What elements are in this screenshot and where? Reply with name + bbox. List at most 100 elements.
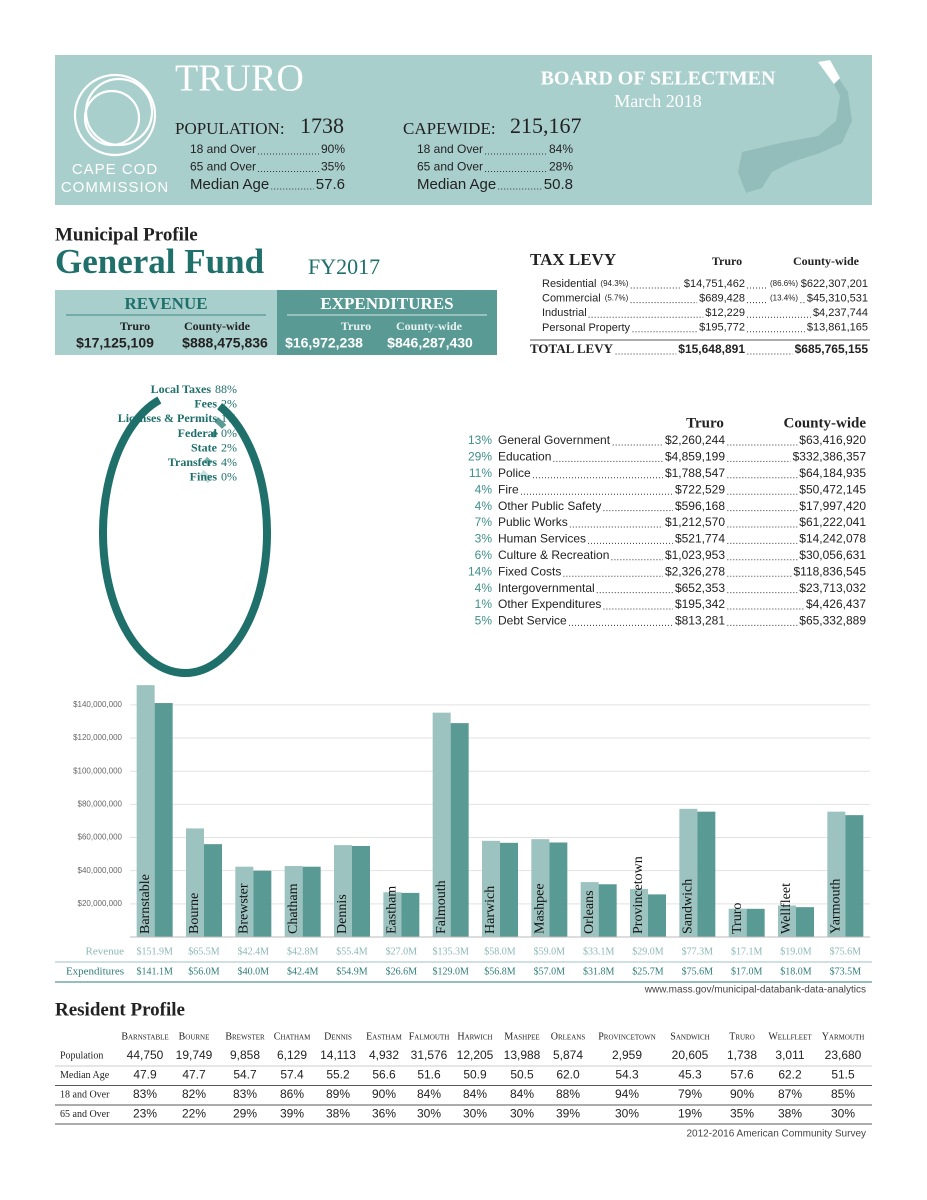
logo-text: CAPE COD <box>72 161 158 178</box>
y-tick-label: $60,000,000 <box>78 833 123 842</box>
cell: 3,011 <box>775 1048 804 1062</box>
exp-share: 29% <box>468 450 492 464</box>
cell: 4,932 <box>369 1048 399 1062</box>
total-label: TOTAL LEVY <box>530 341 614 356</box>
y-tick-label: $20,000,000 <box>78 899 123 908</box>
bar <box>746 908 765 937</box>
bar <box>845 815 864 937</box>
cell: 62.0 <box>556 1068 580 1082</box>
cape-tip <box>818 60 840 84</box>
value-label: $56.0M <box>188 966 220 977</box>
value-label: $75.6M <box>830 946 862 957</box>
tax-value: $12,229 <box>705 307 745 319</box>
value-label: $54.9M <box>336 966 368 977</box>
exp-truro: $2,326,278 <box>665 564 725 578</box>
tax-column: County-wide <box>793 254 860 268</box>
cell: 55.2 <box>326 1068 350 1082</box>
tax-share: (94.3%) <box>600 279 628 288</box>
header-band <box>55 55 872 205</box>
exp-label: Education <box>498 450 551 464</box>
stat-label: 18 and Over <box>417 142 483 156</box>
y-tick-label: $80,000,000 <box>78 799 123 808</box>
cell: 38% <box>326 1107 350 1121</box>
stat-value: 28% <box>549 160 573 174</box>
value-label: 1% <box>221 411 237 425</box>
legend-label: Expenditures <box>66 966 124 978</box>
radial-label: State 2% <box>191 440 237 454</box>
value-label: $17.1M <box>731 946 763 957</box>
bar <box>186 828 204 937</box>
exp-truro: $722,529 <box>675 482 725 496</box>
board-title: BOARD OF SELECTMEN <box>541 68 776 90</box>
exp-county: $65,332,889 <box>799 614 866 628</box>
bar <box>235 866 254 937</box>
bar <box>796 907 814 937</box>
x-category-label: Falmouth <box>434 880 449 934</box>
tax-share: (5.7%) <box>605 294 629 303</box>
column-header: Truro <box>729 1031 755 1042</box>
exp-share: 3% <box>475 532 493 546</box>
cell: 84% <box>510 1087 534 1101</box>
exp-share: 4% <box>475 482 493 496</box>
exp-county: $63,416,920 <box>799 433 866 447</box>
radial-bar <box>214 417 227 429</box>
exp-share: 14% <box>468 564 492 578</box>
exp-truro: $2,260,244 <box>665 433 725 447</box>
stat-value: 84% <box>549 142 573 156</box>
x-category-label: Orleans <box>582 890 597 934</box>
column-header: Brewster <box>225 1031 265 1042</box>
box-value: $17,125,109 <box>76 335 154 351</box>
y-tick-label: $40,000,000 <box>78 866 123 875</box>
x-category-label: Bourne <box>187 893 202 934</box>
bar <box>136 685 155 937</box>
box-heading: REVENUE <box>124 294 207 313</box>
cell: 9,858 <box>230 1048 260 1062</box>
cell: 2,959 <box>612 1048 642 1062</box>
column-header: Orleans <box>551 1031 586 1042</box>
category-label: Transfers <box>168 455 217 469</box>
value-label: $65.5M <box>188 946 220 957</box>
tax-title: TAX LEVY <box>530 250 616 269</box>
value-label: $26.6M <box>386 966 418 977</box>
exp-truro: $4,859,199 <box>665 450 725 464</box>
exp-truro: $1,212,570 <box>665 515 725 529</box>
bar <box>728 908 747 937</box>
exp-label: Public Works <box>498 515 568 529</box>
value-label: 88% <box>215 382 237 396</box>
exp-county: $64,184,935 <box>799 466 866 480</box>
tax-value: $622,307,201 <box>801 278 868 290</box>
fund-title: General Fund <box>55 242 265 281</box>
exp-share: 4% <box>475 581 493 595</box>
cell: 83% <box>233 1087 257 1101</box>
exp-truro: $596,168 <box>675 499 725 513</box>
cell: 38% <box>778 1107 802 1121</box>
cell: 47.9 <box>133 1068 157 1082</box>
row-label: 18 and Over <box>60 1089 110 1100</box>
exp-truro: $1,788,547 <box>665 466 725 480</box>
column-header: Sandwich <box>670 1031 709 1042</box>
cell: 89% <box>326 1087 350 1101</box>
cell: 30% <box>831 1107 855 1121</box>
bar <box>334 845 352 937</box>
value-label: $42.4M <box>287 966 319 977</box>
tax-category: Industrial <box>542 307 587 319</box>
column-header: Mashpee <box>504 1031 539 1042</box>
radial-bar <box>203 456 213 467</box>
cape-map <box>738 63 852 193</box>
exp-label: Culture & Recreation <box>498 548 609 562</box>
cell: 57.6 <box>730 1068 754 1082</box>
y-tick-label: $120,000,000 <box>73 733 122 742</box>
x-category-label: Brewster <box>237 883 252 934</box>
value-label: $135.3M <box>432 946 469 957</box>
exp-county: $332,386,357 <box>793 450 867 464</box>
value-label: 2% <box>221 440 237 454</box>
category-label: Licenses & Permits <box>118 411 218 425</box>
cell: 57.4 <box>280 1068 304 1082</box>
cell: 54.7 <box>233 1068 257 1082</box>
exp-label: Debt Service <box>498 614 567 628</box>
value-label: $42.4M <box>238 946 270 957</box>
cell: 94% <box>615 1087 639 1101</box>
radial-label: Local Taxes 88% <box>151 382 237 396</box>
exp-county: $50,472,145 <box>799 482 866 496</box>
